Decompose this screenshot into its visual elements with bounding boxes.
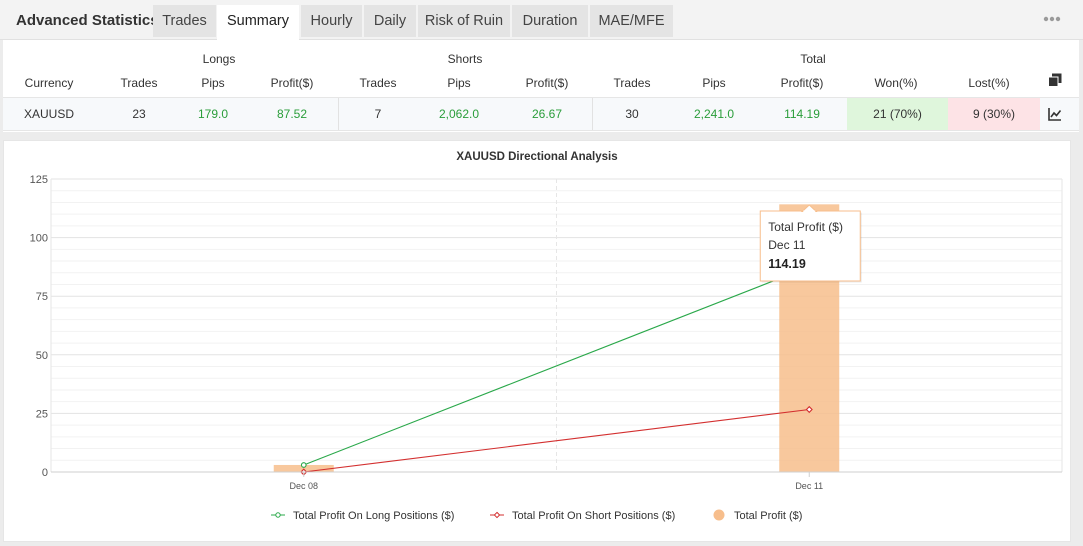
legend-label: Total Profit On Long Positions ($) — [293, 510, 454, 522]
col-short-trades: Trades — [359, 76, 397, 90]
x-tick-label: Dec 11 — [795, 481, 823, 491]
app-title: Advanced Statistics — [16, 12, 159, 29]
legend-item[interactable]: Total Profit On Short Positions ($) — [490, 510, 675, 522]
y-tick-label: 0 — [42, 467, 48, 479]
cell-currency: XAUUSD — [23, 107, 74, 121]
tooltip-date: Dec 11 — [768, 238, 805, 252]
cell-short-profit: 26.67 — [531, 107, 563, 121]
directional-chart: XAUUSD Directional Analysis 0 25 50 75 100 12… — [30, 151, 1063, 523]
short-profit-point[interactable] — [805, 405, 813, 414]
tab-summary[interactable]: Summary — [217, 5, 299, 40]
x-tick-label: Dec 08 — [289, 481, 318, 491]
column-divider — [592, 98, 593, 130]
group-total: Total — [800, 52, 826, 66]
col-long-trades: Trades — [120, 76, 158, 90]
legend-marker — [713, 509, 725, 521]
tab-daily[interactable]: Daily — [364, 5, 416, 37]
line-chart-icon[interactable] — [1048, 107, 1062, 121]
cell-won: 21 (70%) — [847, 98, 948, 130]
tooltip-value: 114.19 — [768, 257, 806, 271]
long-profit-point[interactable] — [300, 462, 307, 468]
tooltip-box — [759, 210, 861, 282]
column-divider — [338, 98, 339, 130]
cell-short-trades: 7 — [374, 107, 382, 121]
cell-total-profit: 114.19 — [784, 107, 820, 121]
col-won: Won(%) — [874, 76, 918, 90]
col-short-pips: Pips — [447, 76, 471, 90]
row-divider — [3, 97, 1079, 98]
copy-icon[interactable] — [1048, 73, 1062, 87]
tooltip-pointer-mask — [803, 210, 816, 213]
cell-long-trades: 23 — [132, 107, 146, 121]
row-divider — [3, 130, 1079, 131]
legend-label: Total Profit ($) — [734, 510, 802, 522]
tab-risk-of-ruin[interactable]: Risk of Ruin — [418, 5, 510, 37]
col-total-profit: Profit($) — [780, 76, 824, 90]
col-lost: Lost(%) — [968, 76, 1010, 90]
col-total-trades: Trades — [613, 76, 651, 90]
col-short-profit: Profit($) — [525, 76, 569, 90]
legend-marker — [275, 512, 281, 518]
tab-hourly[interactable]: Hourly — [301, 5, 362, 37]
chart-title: XAUUSD Directional Analysis — [456, 151, 617, 163]
cell-long-profit: 87.52 — [276, 107, 308, 121]
legend-item[interactable]: Total Profit On Long Positions ($) — [271, 510, 454, 522]
summary-table: Longs Shorts Total Currency Trades Pips … — [3, 40, 1079, 132]
ellipsis-icon[interactable] — [1037, 7, 1067, 31]
tab-duration[interactable]: Duration — [512, 5, 588, 37]
y-tick-label: 25 — [36, 408, 48, 420]
chart-card: XAUUSD Directional Analysis 0 25 50 75 100 12… — [3, 140, 1071, 542]
cell-total-trades: 30 — [625, 107, 639, 121]
cell-lost: 9 (30%) — [948, 98, 1040, 130]
tab-trades[interactable]: Trades — [153, 5, 216, 37]
long-profit-line — [303, 266, 810, 466]
tooltip-title: Total Profit ($) — [768, 220, 843, 234]
table-row: XAUUSD 23 179.0 87.52 7 2,062.0 26.67 30… — [3, 98, 1079, 130]
cell-long-pips: 179.0 — [197, 107, 229, 121]
col-total-pips: Pips — [702, 76, 726, 90]
y-tick-label: 100 — [30, 233, 48, 245]
group-shorts: Shorts — [447, 52, 483, 66]
col-long-profit: Profit($) — [270, 76, 314, 90]
col-long-pips: Pips — [201, 76, 225, 90]
cell-short-pips: 2,062.0 — [438, 107, 480, 121]
cell-total-pips: 2,241.0 — [693, 107, 735, 121]
col-currency: Currency — [24, 76, 74, 90]
y-tick-label: 75 — [36, 291, 48, 303]
group-longs: Longs — [202, 52, 236, 66]
y-tick-label: 50 — [36, 350, 48, 362]
legend-label: Total Profit On Short Positions ($) — [512, 510, 675, 522]
y-tick-label: 125 — [30, 174, 48, 186]
tab-mae-mfe[interactable]: MAE/MFE — [590, 5, 673, 37]
tab-bar: Advanced Statistics Trades Summary Hourl… — [0, 0, 1083, 40]
short-profit-line — [303, 408, 810, 473]
legend-item[interactable]: Total Profit ($) — [713, 509, 803, 523]
legend-marker — [493, 511, 501, 519]
